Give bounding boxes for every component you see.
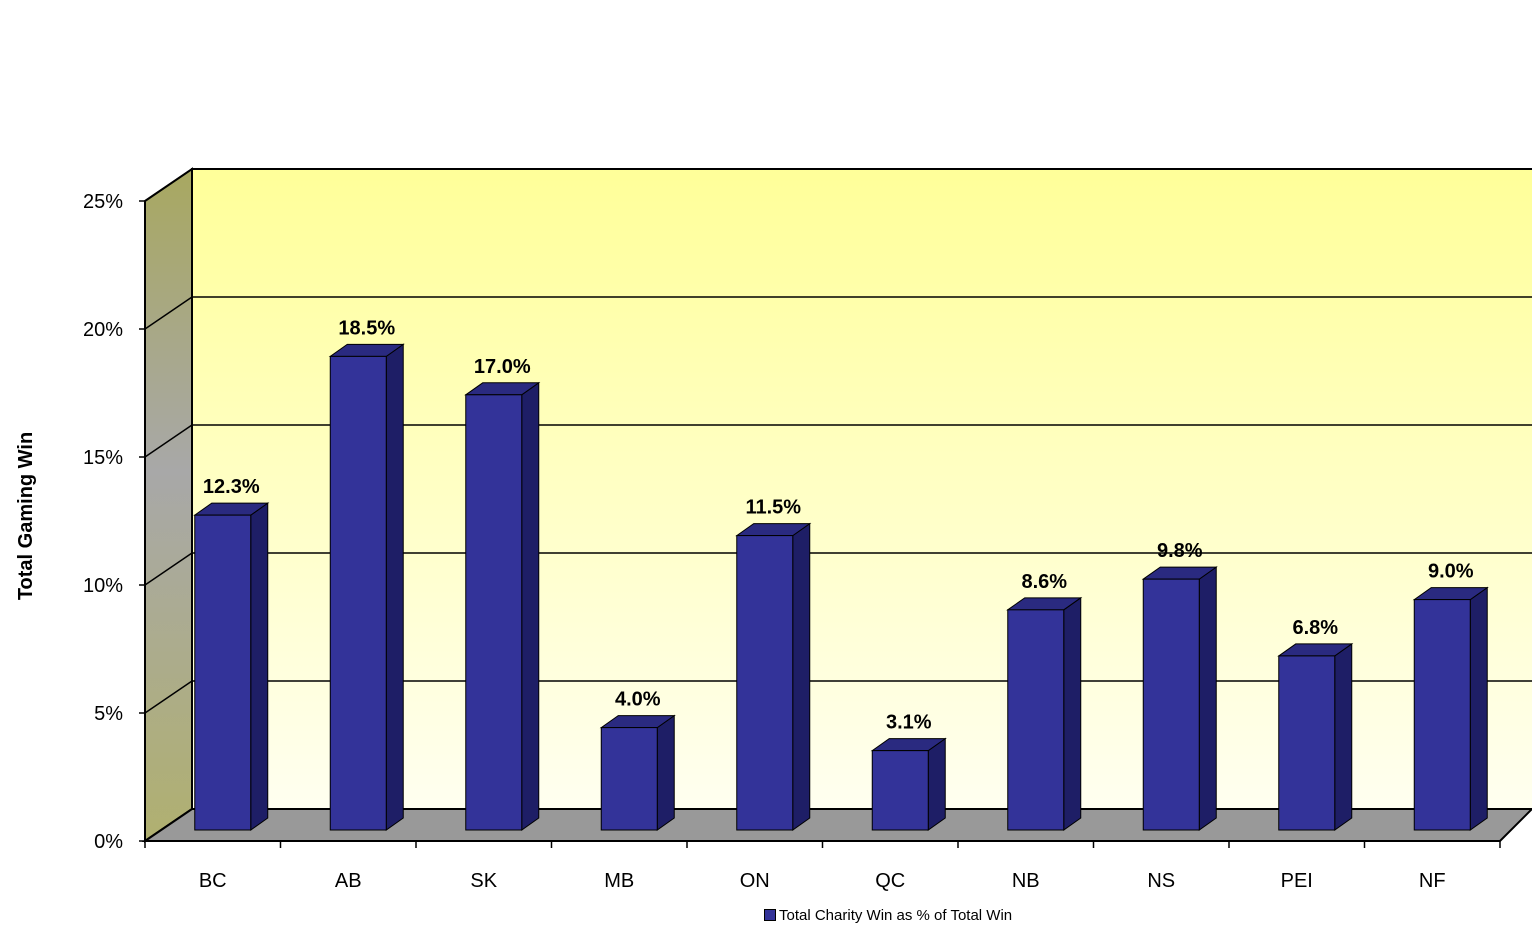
- bar: [1412, 586, 1489, 831]
- legend: Total Charity Win as % of Total Win: [764, 905, 1012, 925]
- legend-label: Total Charity Win as % of Total Win: [779, 906, 1013, 924]
- bar-front: [465, 394, 523, 831]
- bar: [464, 381, 541, 831]
- x-tick-label: BC: [199, 870, 227, 892]
- bar: [1277, 642, 1354, 831]
- data-label: 18.5%: [338, 317, 395, 339]
- y-tick-label: 0%: [94, 831, 123, 853]
- y-tick-label: 10%: [83, 575, 123, 597]
- bar: [735, 522, 812, 831]
- data-label: 9.8%: [1157, 540, 1203, 562]
- bar: [328, 343, 405, 831]
- bar-front: [194, 514, 252, 831]
- data-label: 6.8%: [1292, 617, 1338, 639]
- y-axis-label: Total Gaming Win: [15, 432, 37, 600]
- bar-series: 12.3% 18.5% 17.0% 4.0% 11.5% 3.1% 8.6% 9.8% 6.8%…: [193, 317, 1489, 831]
- x-tick-label: QC: [875, 870, 905, 892]
- data-label: 3.1%: [886, 712, 932, 734]
- bar-front: [1007, 609, 1065, 831]
- y-tick-label: 5%: [94, 703, 123, 725]
- data-label: 9.0%: [1428, 561, 1474, 583]
- bar-front: [1413, 599, 1471, 831]
- bar: [1141, 566, 1218, 831]
- gridlines: [144, 168, 1532, 714]
- bar-side: [1469, 586, 1488, 831]
- gridline-depth: [144, 680, 193, 714]
- data-label: 4.0%: [615, 689, 661, 711]
- data-label: 11.5%: [745, 497, 801, 519]
- bar: [1006, 596, 1083, 831]
- bar-side: [1063, 596, 1082, 831]
- bar: [193, 502, 270, 831]
- bar: [870, 737, 947, 831]
- bar-front: [871, 750, 929, 831]
- bar-front: [1142, 578, 1200, 831]
- y-tick-label: 25%: [83, 191, 123, 213]
- gridline-depth: [144, 424, 193, 458]
- plot-walls: [141, 167, 1532, 843]
- data-label: 17.0%: [474, 356, 531, 378]
- x-tick-label: PEI: [1281, 870, 1313, 892]
- bar-side: [656, 714, 675, 831]
- x-axis: BC AB SK MB ON QC NB NS PEI NF: [144, 840, 1501, 892]
- bar-side: [927, 737, 946, 831]
- y-tick-label: 15%: [83, 447, 123, 469]
- x-tick-label: AB: [335, 870, 362, 892]
- bar-front: [329, 355, 387, 831]
- x-tick-label: NF: [1419, 870, 1446, 892]
- bar-side: [521, 381, 540, 831]
- bar-side: [1198, 566, 1217, 831]
- bar-side: [250, 502, 269, 831]
- x-tick-label: SK: [470, 870, 497, 892]
- bar-side: [385, 343, 404, 831]
- bar-side: [1334, 642, 1353, 831]
- bar-side: [792, 522, 811, 831]
- gridline-depth: [144, 168, 193, 202]
- x-tick-label: MB: [604, 870, 634, 892]
- data-label: 12.3%: [203, 476, 260, 498]
- gridline-depth: [144, 296, 193, 330]
- side-wall: [144, 167, 193, 843]
- bar-front: [736, 535, 794, 831]
- x-tick-label: NS: [1147, 870, 1175, 892]
- bar: [599, 714, 676, 831]
- gridline-depth: [144, 552, 193, 586]
- bar-front: [1278, 655, 1336, 831]
- x-tick-label: NB: [1012, 870, 1040, 892]
- x-tick-label: ON: [740, 870, 770, 892]
- y-tick-label: 20%: [83, 319, 123, 341]
- bar-front: [600, 727, 658, 831]
- y-axis: 0% 5% 10% 15% 20% 25%: [83, 191, 146, 853]
- data-label: 8.6%: [1021, 571, 1067, 593]
- legend-swatch: [764, 909, 776, 921]
